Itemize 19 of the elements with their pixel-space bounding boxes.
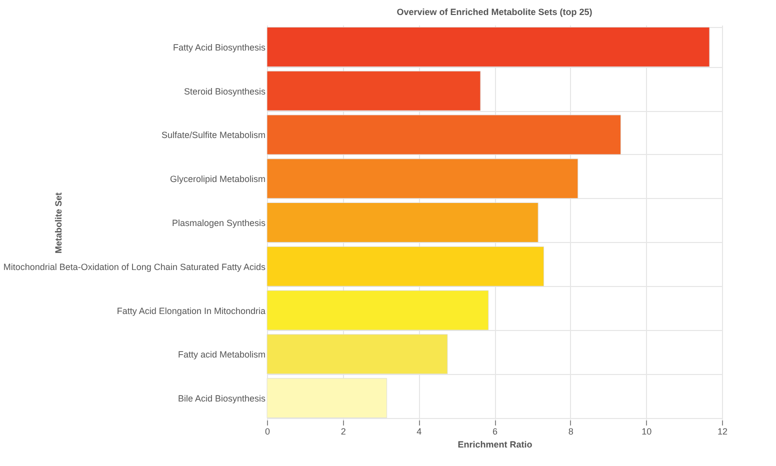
y-tick-label: Fatty Acid Biosynthesis — [172, 42, 266, 52]
x-tick-label: 4 — [416, 426, 422, 436]
x-tick-label: 0 — [264, 426, 270, 436]
y-tick-label: Mitochondrial Beta-Oxidation of Long Chain Saturated Fatty Acids — [3, 262, 266, 272]
x-tick-label: 6 — [492, 426, 498, 436]
x-tick-label: 2 — [340, 426, 346, 436]
chart-title: Overview of Enriched Metabolite Sets (top 25) — [396, 7, 592, 17]
y-axis-title: Metabolite Set — [54, 192, 64, 254]
y-tick-label: Fatty acid Metabolism — [178, 350, 266, 360]
x-tick-label: 12 — [717, 426, 728, 436]
x-tick-label: 10 — [642, 426, 652, 436]
x-axis-title: Enrichment Ratio — [458, 440, 533, 450]
y-tick-label: Plasmalogen Synthesis — [172, 218, 266, 228]
y-tick-label: Fatty Acid Elongation In Mitochondria — [116, 306, 266, 316]
y-tick-label: Glycerolipid Metabolism — [170, 174, 266, 184]
x-tick-label: 8 — [568, 426, 574, 436]
y-tick-label: Steroid Biosynthesis — [184, 86, 266, 96]
y-tick-label: Bile Acid Biosynthesis — [178, 394, 266, 404]
y-tick-label: Sulfate/Sulfite Metabolism — [161, 130, 266, 140]
